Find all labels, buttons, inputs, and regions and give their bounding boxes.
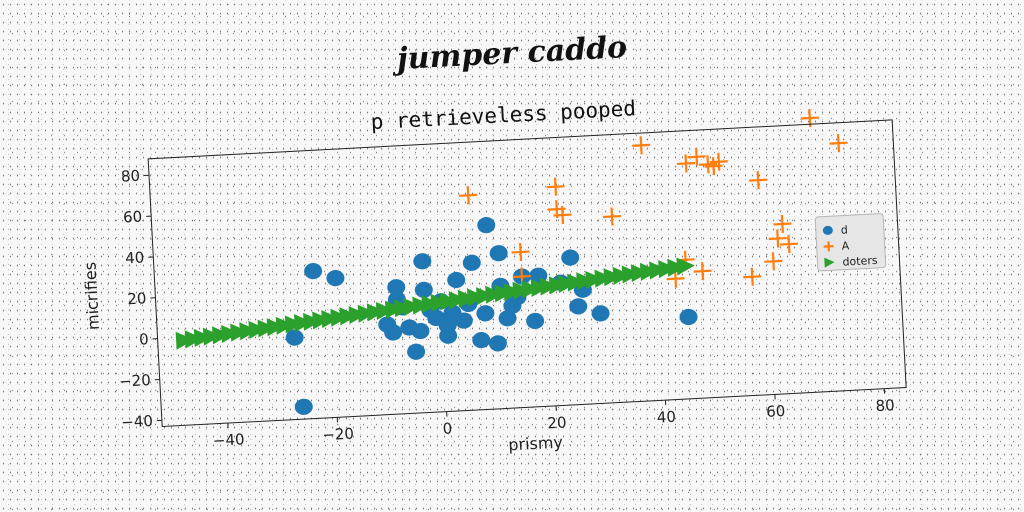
data-point-d <box>489 245 508 262</box>
y-tick-label: 20 <box>127 289 147 308</box>
data-point-d <box>472 332 491 349</box>
data-point-A <box>709 152 728 171</box>
y-tick-label: 60 <box>123 208 143 227</box>
series-doters <box>173 256 698 349</box>
x-tick-label: −20 <box>322 424 355 444</box>
data-point-d <box>326 270 345 287</box>
data-point-A <box>743 267 762 286</box>
x-tick-label: 80 <box>875 396 895 415</box>
data-point-d <box>477 217 496 234</box>
data-point-d <box>304 263 323 280</box>
y-tick-label: 40 <box>125 248 145 267</box>
legend-label: doters <box>842 254 878 269</box>
data-point-A <box>693 262 712 281</box>
data-point-d <box>476 305 495 322</box>
x-tick-label: 0 <box>442 419 452 437</box>
legend-label: A <box>841 239 850 252</box>
chart-title: p retrieveless pooped <box>370 96 636 134</box>
data-point-d <box>489 335 508 352</box>
data-point-A <box>829 134 848 153</box>
data-point-d <box>569 298 588 315</box>
x-tick-label: 60 <box>766 402 786 421</box>
data-point-d <box>414 281 433 298</box>
data-point-A <box>632 136 651 155</box>
data-point-A <box>511 243 530 262</box>
data-point-A <box>603 207 622 226</box>
data-point-d <box>387 279 406 296</box>
data-point-A <box>459 186 478 205</box>
data-point-d <box>526 312 545 329</box>
x-tick-label: 20 <box>547 413 567 432</box>
data-point-d <box>679 308 698 325</box>
y-tick-label: 80 <box>120 167 140 186</box>
legend-label: d <box>841 223 849 236</box>
data-point-d <box>294 398 313 415</box>
data-point-d <box>591 305 610 322</box>
y-tick-label: −20 <box>119 371 152 391</box>
data-point-A <box>546 177 565 196</box>
data-point-d <box>462 254 481 271</box>
x-tick-label: 40 <box>656 408 676 427</box>
data-point-A <box>773 215 792 234</box>
x-tick-label: −40 <box>212 430 245 450</box>
data-point-d <box>561 249 580 266</box>
data-point-A <box>764 252 783 271</box>
x-axis-label: prismy <box>508 433 563 455</box>
data-point-A <box>749 171 768 190</box>
data-point-d <box>447 271 466 288</box>
data-point-d <box>407 343 426 360</box>
y-tick-label: −40 <box>121 412 154 432</box>
y-axis-label: micrifies <box>80 262 103 331</box>
data-point-d <box>413 253 432 270</box>
y-tick-label: 0 <box>139 330 149 348</box>
